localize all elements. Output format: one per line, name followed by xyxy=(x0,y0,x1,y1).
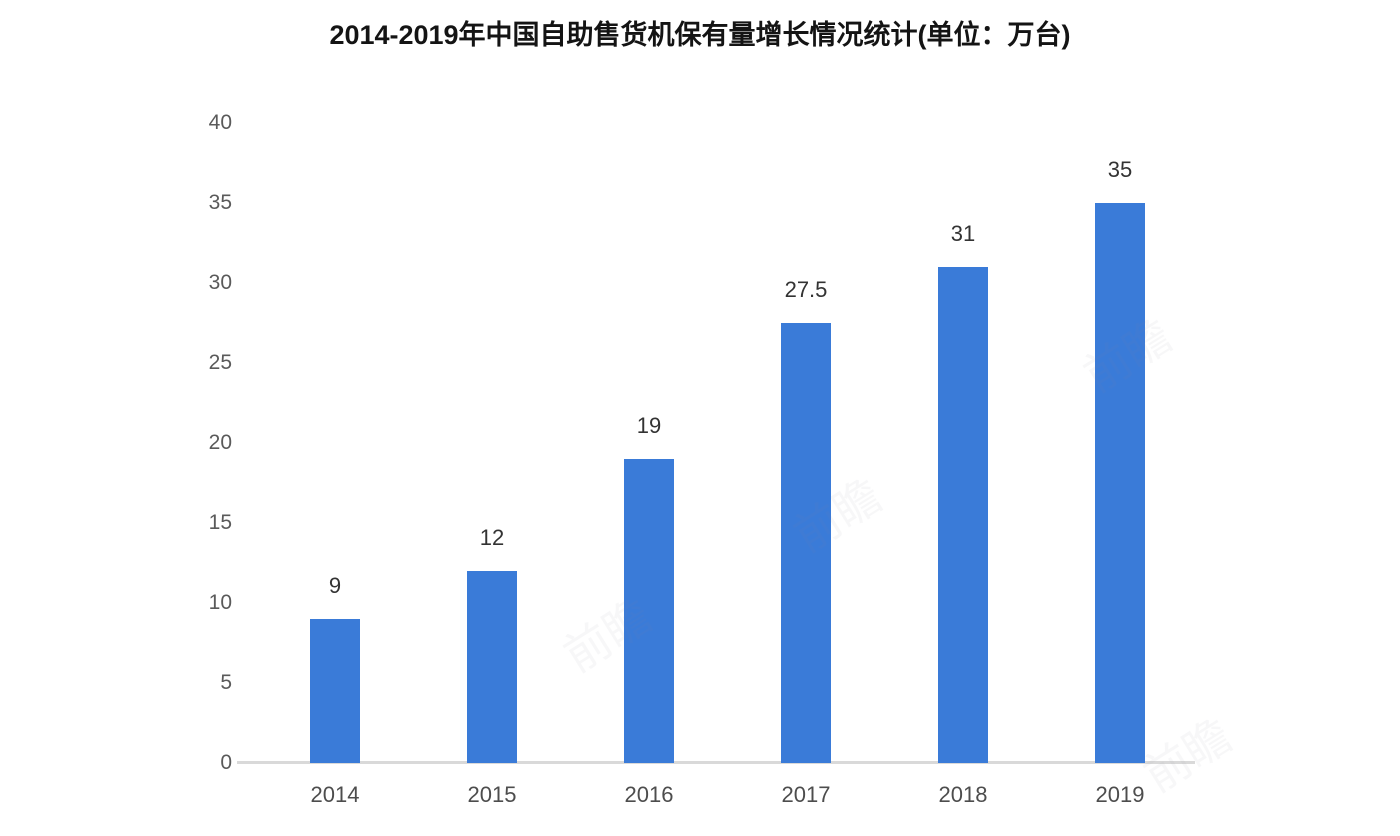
bar-value-label: 31 xyxy=(950,221,976,246)
x-tick-label: 2014 xyxy=(310,782,360,807)
x-axis-line xyxy=(237,761,1195,764)
bar-2015 xyxy=(467,571,517,763)
y-tick-label: 30 xyxy=(208,271,232,294)
y-tick-label: 15 xyxy=(208,511,232,534)
y-tick-label: 20 xyxy=(208,431,232,454)
x-tick-label: 2015 xyxy=(467,782,517,807)
bar-value-label: 9 xyxy=(328,573,342,598)
bar-2018 xyxy=(938,267,988,763)
bar-value-label: 35 xyxy=(1107,157,1133,182)
x-tick-label: 2018 xyxy=(938,782,988,807)
bar-2016 xyxy=(624,459,674,763)
bar-2017 xyxy=(781,323,831,763)
y-tick-label: 35 xyxy=(208,191,232,214)
y-tick-label: 10 xyxy=(208,591,232,614)
y-tick-label: 0 xyxy=(220,751,232,774)
y-tick-label: 5 xyxy=(220,671,232,694)
bar-value-label: 27.5 xyxy=(784,277,828,302)
chart-title: 2014-2019年中国自助售货机保有量增长情况统计(单位：万台) xyxy=(329,20,1071,50)
y-tick-label: 25 xyxy=(208,351,232,374)
bar-value-label: 19 xyxy=(636,413,662,438)
bar-value-label: 12 xyxy=(479,525,505,550)
x-tick-label: 2016 xyxy=(624,782,674,807)
x-tick-label: 2017 xyxy=(781,782,831,807)
bar-2014 xyxy=(310,619,360,763)
x-tick-label: 2019 xyxy=(1095,782,1145,807)
bar-2019 xyxy=(1095,203,1145,763)
y-tick-label: 40 xyxy=(208,111,232,134)
